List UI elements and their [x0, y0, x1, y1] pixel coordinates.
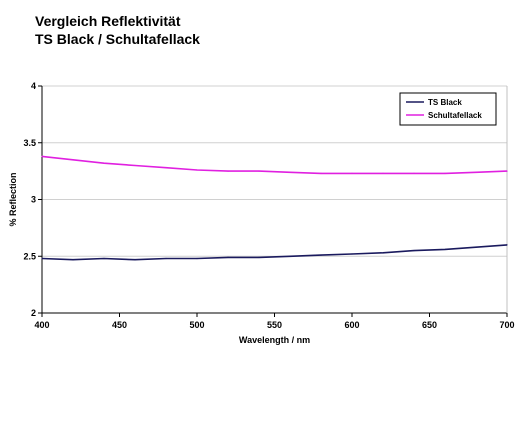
data-point — [382, 252, 384, 254]
data-point — [134, 164, 136, 167]
x-tick-label: 450 — [112, 320, 127, 330]
data-point — [72, 259, 74, 261]
legend-label: Schultafellack — [428, 111, 482, 120]
data-point — [227, 256, 229, 258]
data-point — [134, 259, 136, 261]
data-point — [351, 253, 353, 255]
data-point — [351, 172, 353, 174]
data-point — [413, 249, 415, 252]
data-point — [258, 170, 260, 172]
data-point — [41, 155, 43, 157]
data-point — [196, 257, 198, 260]
data-point — [475, 171, 477, 173]
data-point — [103, 257, 105, 260]
y-tick-label: 3.5 — [23, 138, 36, 148]
data-point — [382, 172, 384, 174]
series-lines — [41, 155, 508, 261]
data-point — [165, 257, 167, 260]
series-line-0 — [41, 244, 508, 261]
tick-labels: 2 2.5 3 3.5 4 400 450 500 550 600 650 700 — [23, 81, 514, 330]
data-point — [444, 248, 446, 251]
data-point — [196, 169, 198, 171]
data-point — [289, 255, 291, 257]
chart-titles: Vergleich Reflektivität TS Black / Schul… — [35, 12, 200, 48]
data-point — [475, 246, 477, 248]
data-point — [506, 244, 508, 246]
data-point — [320, 172, 322, 174]
data-point — [289, 171, 291, 173]
chart-title: Vergleich Reflektivität — [35, 13, 181, 29]
data-point — [320, 254, 322, 256]
y-tick-label: 2.5 — [23, 251, 36, 261]
y-tick-label: 3 — [31, 195, 36, 205]
chart-subtitle: TS Black / Schultafellack — [35, 31, 200, 47]
y-tick-label: 4 — [31, 81, 36, 91]
x-tick-label: 700 — [499, 320, 514, 330]
x-tick-label: 650 — [422, 320, 437, 330]
x-tick-label: 500 — [189, 320, 204, 330]
x-tick-label: 600 — [344, 320, 359, 330]
data-point — [227, 170, 229, 172]
data-point — [506, 170, 508, 172]
data-point — [41, 257, 43, 260]
y-tick-label: 2 — [31, 308, 36, 318]
data-point — [413, 172, 415, 174]
data-point — [444, 172, 446, 174]
y-axis-label: % Reflection — [8, 172, 18, 226]
series-line-1 — [41, 155, 508, 175]
legend-label: TS Black — [428, 98, 462, 107]
x-tick-label: 400 — [34, 320, 49, 330]
x-axis-label: Wavelength / nm — [239, 335, 310, 345]
axes — [38, 85, 508, 317]
x-tick-label: 550 — [267, 320, 282, 330]
data-point — [72, 159, 74, 161]
data-point — [165, 167, 167, 169]
data-point — [258, 256, 260, 258]
legend: TS Black Schultafellack — [399, 92, 497, 126]
legend-box — [399, 92, 497, 126]
data-point — [103, 162, 105, 164]
